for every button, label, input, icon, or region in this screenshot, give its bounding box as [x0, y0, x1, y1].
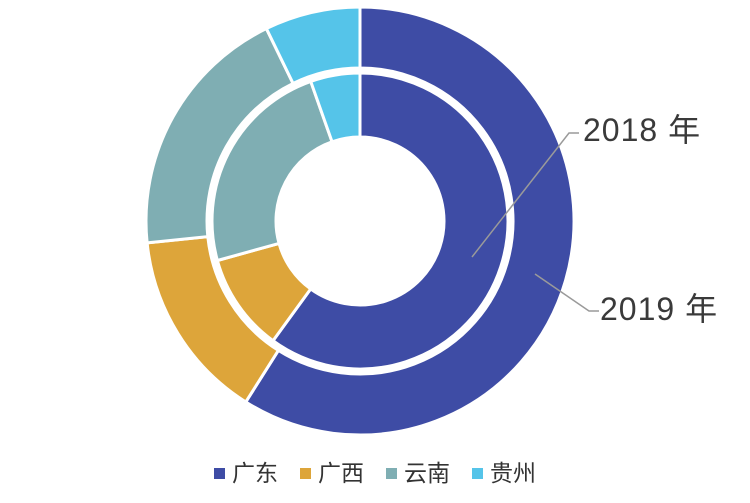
legend-item-广西: 广西 — [300, 460, 364, 486]
leader-line-inner-ring — [471, 132, 579, 258]
legend-swatch-icon — [386, 468, 397, 480]
legend-label: 广东 — [232, 460, 278, 486]
legend-swatch-icon — [214, 468, 225, 480]
legend-swatch-icon — [472, 468, 483, 480]
legend-swatch-icon — [300, 468, 311, 480]
legend-item-贵州: 贵州 — [472, 460, 536, 486]
slice-inner-贵州 — [309, 71, 362, 144]
slice-inner-云南 — [210, 79, 334, 263]
legend-label: 云南 — [404, 460, 450, 486]
legend-item-广东: 广东 — [214, 460, 278, 486]
legend-item-云南: 云南 — [386, 460, 450, 486]
legend-label: 贵州 — [490, 460, 536, 486]
slice-outer-贵州 — [264, 5, 362, 85]
leader-line-outer-ring — [534, 273, 599, 312]
legend: 广东 广西 云南 贵州 — [0, 460, 750, 486]
slice-inner-广东 — [271, 71, 510, 371]
annotation-label-2018: 2018 年 — [583, 112, 702, 148]
annotation-label-2019: 2019 年 — [600, 291, 719, 327]
slice-outer-广东 — [244, 5, 576, 437]
legend-label: 广西 — [318, 460, 364, 486]
